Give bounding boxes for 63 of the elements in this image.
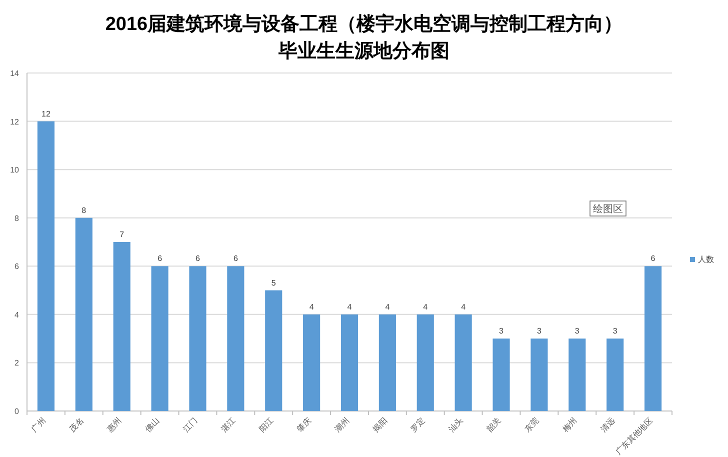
bar [37, 121, 55, 411]
y-tick-label: 12 [10, 117, 20, 126]
x-tick-label: 阳江 [257, 416, 276, 434]
bar [568, 338, 586, 411]
data-label: 6 [233, 254, 238, 264]
bar [416, 314, 434, 411]
data-label: 3 [574, 326, 580, 336]
x-tick-label: 江门 [181, 416, 200, 434]
bar [454, 314, 472, 411]
bar [530, 338, 548, 411]
data-label: 3 [536, 326, 542, 336]
bar [189, 266, 206, 411]
annotation: 绘图区 [593, 203, 623, 215]
x-tick-label: 惠州 [104, 416, 124, 434]
bar [340, 314, 358, 411]
data-label: 4 [309, 302, 314, 312]
x-tick-label: 汕头 [447, 416, 465, 434]
y-tick-label: 8 [14, 214, 20, 223]
data-label: 5 [271, 278, 276, 288]
chart-subtitle: 毕业生生源地分布图 [278, 40, 450, 62]
x-tick-label: 广州 [30, 416, 48, 434]
x-tick-label: 潮州 [333, 416, 351, 434]
legend-label: 人数 [698, 255, 714, 264]
data-label: 12 [42, 109, 51, 118]
data-label: 7 [120, 230, 125, 239]
data-label: 4 [385, 302, 390, 312]
bar [492, 338, 510, 411]
data-label: 4 [347, 302, 352, 312]
bar [227, 266, 244, 411]
bar [265, 290, 282, 411]
x-tick-label: 广东其他地区 [614, 416, 654, 456]
y-tick-label: 10 [10, 166, 20, 175]
x-tick-label: 肇庆 [295, 416, 313, 434]
x-tick-label: 东莞 [522, 416, 541, 434]
x-tick-label: 湛江 [219, 416, 238, 434]
data-label: 3 [499, 326, 504, 336]
data-label: 8 [82, 206, 87, 215]
x-tick-label: 佛山 [144, 416, 162, 434]
data-label: 6 [196, 254, 201, 264]
x-tick-label: 揭阳 [371, 416, 389, 434]
y-tick-label: 6 [14, 262, 20, 272]
data-label: 4 [423, 302, 428, 312]
y-tick-label: 2 [14, 358, 20, 368]
bar [378, 314, 396, 411]
x-tick-label: 韶关 [485, 416, 503, 434]
x-tick-label: 罗定 [409, 416, 427, 434]
x-tick-label: 梅州 [560, 416, 579, 434]
y-tick-label: 14 [10, 69, 20, 78]
data-label: 6 [650, 254, 656, 264]
bar [606, 338, 624, 411]
bar [113, 242, 130, 411]
data-label: 6 [158, 254, 163, 264]
bar [303, 314, 320, 411]
chart-title: 2016届建筑环境与设备工程（楼宇水电空调与控制工程方向） [105, 13, 623, 35]
bar [151, 266, 168, 411]
y-tick-label: 0 [14, 407, 20, 416]
x-tick-label: 茂名 [68, 416, 86, 434]
data-label: 4 [461, 302, 466, 312]
y-tick-label: 4 [14, 310, 20, 320]
data-label: 3 [612, 326, 618, 336]
bar [644, 266, 662, 411]
x-tick-label: 清远 [598, 416, 616, 434]
bar [75, 218, 92, 411]
